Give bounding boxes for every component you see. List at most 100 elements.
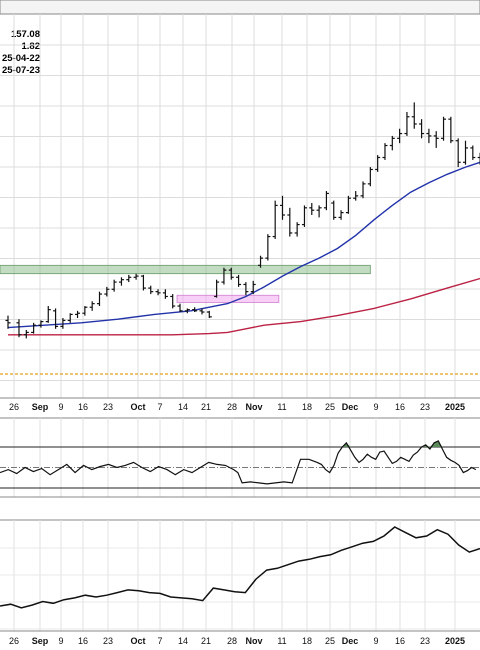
bottom-x-tick-2: 9 (58, 636, 63, 646)
bottom-x-tick-17: 23 (420, 636, 430, 646)
price-x-tick-0: 26 (9, 402, 19, 412)
ohlc-bar-16 (126, 274, 132, 283)
bottom-x-tick-13: 25 (325, 636, 335, 646)
header-date-start: 25-04-22 (2, 53, 40, 64)
price-x-tick-10: Nov (245, 402, 262, 412)
ohlc-bar-44 (331, 200, 337, 220)
price-x-tick-8: 21 (201, 402, 211, 412)
price-header: 157.08 1.82 25-04-22 25-07-23 (2, 29, 40, 76)
price-x-tick-9: 28 (227, 402, 237, 412)
ohlc-bar-63 (470, 145, 476, 160)
ohlc-bar-28 (214, 279, 220, 298)
ohlc-bar-31 (236, 274, 242, 287)
support-zone-green (0, 264, 371, 275)
bottom-x-tick-9: 28 (227, 636, 237, 646)
ohlc-bar-37 (280, 195, 285, 220)
ohlc-bar-29 (221, 267, 227, 285)
bottom-x-tick-14: Dec (342, 636, 359, 646)
ohlc-bar-11 (89, 301, 95, 311)
ohlc-bar-39 (294, 222, 300, 237)
ohlc-bar-22 (170, 294, 176, 309)
price-date-axis: 26 Sep 9 16 23 Oct 7 14 21 28 Nov 11 18 25 Dec 9 16 23 202… (9, 402, 465, 412)
ohlc-bar-53 (397, 128, 403, 144)
ohlc-bar-12 (97, 291, 102, 307)
indicator-line (0, 526, 480, 609)
ohlc-bar-3 (31, 322, 37, 334)
price-x-tick-3: 16 (78, 402, 88, 412)
ohlc-bar-48 (360, 181, 366, 199)
price-x-tick-13: 25 (325, 402, 335, 412)
ohlc-bar-4 (38, 320, 44, 328)
sma-long-line (8, 277, 480, 336)
ohlc-bar-5 (45, 306, 51, 323)
bottom-x-tick-0: 26 (9, 636, 19, 646)
bottom-x-tick-4: 23 (103, 636, 113, 646)
ohlc-bar-62 (463, 140, 468, 165)
header-change: 1.82 (22, 41, 41, 52)
ohlc-bar-8 (67, 313, 73, 323)
ohlc-bar-56 (419, 119, 425, 139)
price-panel (0, 14, 480, 399)
bottom-x-tick-11: 11 (277, 636, 286, 646)
bottom-x-tick-5: Oct (130, 636, 145, 646)
ohlc-bar-57 (426, 128, 432, 144)
ohlc-bar-46 (345, 195, 351, 214)
ohlc-bar-52 (389, 135, 395, 151)
ohlc-bar-38 (287, 207, 293, 237)
sma-short-line (7, 161, 480, 329)
ohlc-bar-45 (338, 210, 344, 220)
ohlc-bar-58 (433, 131, 439, 148)
ohlc-bar-33 (250, 280, 256, 295)
ohlc-bar-15 (118, 277, 124, 286)
ohlc-bar-36 (272, 200, 278, 239)
price-x-tick-11: 11 (277, 402, 286, 412)
price-x-tick-12: 18 (302, 402, 312, 412)
top-bar (0, 0, 480, 15)
ohlc-bar-60 (448, 116, 454, 144)
ohlc-bar-41 (309, 203, 315, 215)
bottom-x-tick-6: 7 (157, 636, 162, 646)
price-x-tick-16: 16 (395, 402, 405, 412)
bottom-x-tick-18: 2025 (445, 636, 465, 646)
ohlc-bar-14 (111, 279, 117, 292)
price-x-tick-15: 9 (373, 402, 378, 412)
ohlc-bar-54 (404, 111, 410, 136)
price-x-tick-5: Oct (130, 402, 145, 412)
header-last-price: 157.08 (11, 29, 40, 40)
oscillator-panel (0, 417, 480, 498)
ohlc-bar-42 (316, 205, 322, 218)
price-x-tick-18: 2025 (445, 402, 465, 412)
ohlc-bar-21 (162, 289, 168, 299)
bottom-x-tick-7: 14 (178, 636, 188, 646)
price-x-tick-14: Dec (342, 402, 359, 412)
bottom-x-tick-10: Nov (245, 636, 262, 646)
gap-zone-pink (176, 294, 280, 303)
ohlc-bar-25 (192, 307, 198, 313)
bottom-x-tick-3: 16 (78, 636, 88, 646)
ohlc-bar-50 (375, 155, 381, 172)
ohlc-bar-27 (206, 310, 212, 319)
ohlc-bar-35 (265, 234, 271, 261)
osc-line (0, 440, 477, 485)
ohlc-bar-40 (301, 205, 307, 227)
header-date-end: 25-07-23 (2, 65, 40, 76)
bottom-x-tick-15: 9 (373, 636, 378, 646)
bottom-date-axis: 26 Sep 9 16 23 Oct 7 14 21 28 Nov 11 18 25 Dec 9 16 23 202… (9, 636, 465, 646)
ohlc-bar-17 (133, 273, 139, 280)
bottom-x-tick-1: Sep (32, 636, 49, 646)
price-x-tick-6: 7 (157, 402, 162, 412)
indicator-panel (0, 519, 480, 632)
ohlc-bar-47 (353, 191, 359, 201)
ohlc-bar-6 (53, 308, 59, 329)
ohlc-bar-1 (16, 319, 22, 338)
ohlc-bar-43 (323, 191, 329, 211)
ohlc-bar-23 (177, 303, 183, 313)
bottom-x-tick-12: 18 (302, 636, 312, 646)
ohlc-bar-30 (228, 267, 234, 280)
ohlc-bar-32 (243, 282, 249, 296)
ohlc-bar-61 (455, 138, 461, 168)
ohlc-bar-24 (184, 308, 190, 314)
ohlc-bar-10 (82, 306, 88, 316)
bottom-x-tick-16: 16 (395, 636, 405, 646)
